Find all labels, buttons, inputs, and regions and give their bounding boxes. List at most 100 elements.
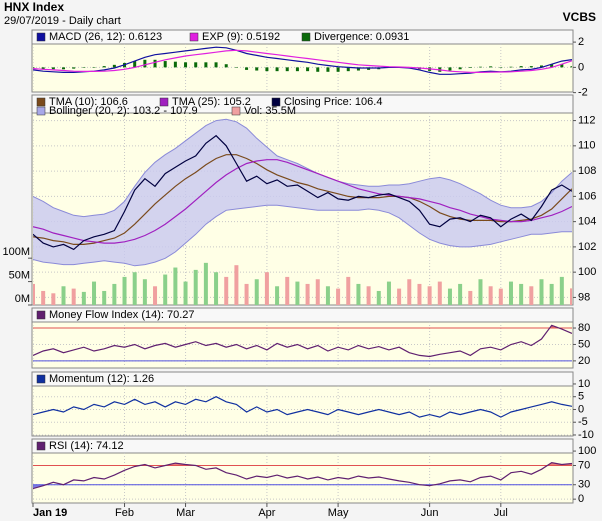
legend-swatch (271, 97, 281, 107)
volume-bar (224, 276, 229, 305)
divergence-bar (448, 67, 452, 71)
legend-swatch (231, 106, 241, 116)
volume-bar (153, 286, 158, 305)
divergence-bar (234, 67, 238, 68)
bollinger-upper (33, 118, 572, 218)
divergence-bar (326, 67, 330, 72)
volume-bar (234, 265, 239, 305)
volume-bar (417, 283, 422, 305)
divergence-bar (92, 67, 96, 68)
legend-swatch (36, 441, 46, 451)
legend-label: Vol: 35.5M (244, 105, 296, 117)
divergence-bar (458, 67, 462, 70)
divergence-bar (245, 67, 249, 70)
divergence-bar (336, 67, 340, 72)
volume-bar (570, 288, 572, 305)
y-tick-label: 106 (578, 190, 596, 202)
divergence-bar (112, 64, 116, 68)
volume-bar (559, 276, 564, 305)
divergence-bar (306, 67, 310, 72)
legend-label: Divergence: 0.0931 (314, 31, 409, 43)
divergence-bar (275, 67, 279, 72)
volume-bar (386, 281, 391, 305)
volume-bar (508, 281, 513, 305)
divergence-bar (204, 62, 208, 68)
volume-bar (488, 286, 493, 305)
legend-swatch (301, 32, 311, 42)
y-tick-label: 110 (578, 140, 596, 152)
volume-bar (254, 279, 259, 305)
volume-bar (366, 286, 371, 305)
y-tick-label: -5 (578, 416, 588, 428)
volume-bar (41, 290, 46, 305)
legend-label: TMA (25): 105.2 (172, 96, 251, 108)
y-tick-label: 0 (578, 493, 584, 505)
legend-label: Momentum (12): 1.26 (49, 373, 154, 385)
y-tick-label: 0 (578, 61, 584, 73)
divergence-bar (51, 67, 55, 70)
volume-bar (122, 276, 127, 305)
divergence-bar (41, 67, 45, 70)
plot (33, 44, 572, 92)
y-tick-label: 104 (578, 216, 596, 228)
divergence-bar (285, 67, 289, 72)
volume-bar (447, 288, 452, 305)
volume-bar (203, 262, 208, 305)
y-tick-label: 50 (578, 338, 590, 350)
divergence-bar (153, 59, 157, 68)
x-tick-label: Mar (176, 507, 195, 519)
legend-swatch (159, 97, 169, 107)
volume-bar (81, 291, 86, 305)
divergence-bar (194, 62, 198, 68)
volume-bar (71, 288, 76, 305)
series-line (33, 396, 572, 418)
volume-bar (305, 283, 310, 305)
y-tick-label: 108 (578, 165, 596, 177)
volume-bar (529, 286, 534, 305)
divergence-bar (214, 62, 218, 68)
volume-bar (549, 283, 554, 305)
volume-bar (264, 272, 269, 305)
series-line (33, 159, 572, 244)
volume-bar (325, 286, 330, 305)
divergence-bar (255, 67, 259, 71)
volume-bar (183, 281, 188, 305)
volume-bar (244, 283, 249, 305)
legend-label: Closing Price: 106.4 (284, 96, 382, 108)
y-tick-label: 112 (578, 114, 596, 126)
volume-bar (458, 283, 463, 305)
y-tick-label: 80 (578, 322, 590, 334)
plot (33, 113, 572, 305)
y-tick-label: -2 (578, 87, 588, 99)
x-tick-label: Jan 19 (33, 507, 67, 519)
divergence-bar (509, 66, 513, 68)
x-tick-label: Jun (421, 507, 439, 519)
volume-bar (92, 281, 97, 305)
legend-swatch (36, 106, 46, 116)
volume-bar (214, 272, 219, 305)
brand: VCBS (563, 10, 596, 24)
volume-bar (163, 274, 168, 305)
bollinger-band (33, 119, 572, 266)
y-tick-label: 20 (578, 355, 590, 367)
divergence-bar (560, 64, 564, 68)
volume-bar (539, 279, 544, 305)
volume-bar (397, 288, 402, 305)
y-tick-label: 100 (578, 445, 596, 457)
legend-bar (31, 438, 574, 454)
volume-bar (336, 288, 341, 305)
legend-label: TMA (10): 106.6 (49, 96, 128, 108)
divergence-bar (163, 61, 167, 68)
volume-bar (356, 283, 361, 305)
y2-tick-label: 100M (2, 246, 30, 258)
divergence-bar (265, 67, 269, 72)
legend-label: Money Flow Index (14): 70.27 (49, 309, 195, 321)
divergence-bar (295, 67, 299, 72)
volume-bar (112, 283, 117, 305)
divergence-bar (529, 66, 533, 68)
subtitle: 29/07/2019 - Daily chart (4, 15, 121, 27)
volume-bar (102, 290, 107, 305)
y2-tick-label: 0M (15, 293, 30, 305)
legend-label: EXP (9): 0.5192 (202, 31, 280, 43)
y-tick-label: 0 (578, 403, 584, 415)
